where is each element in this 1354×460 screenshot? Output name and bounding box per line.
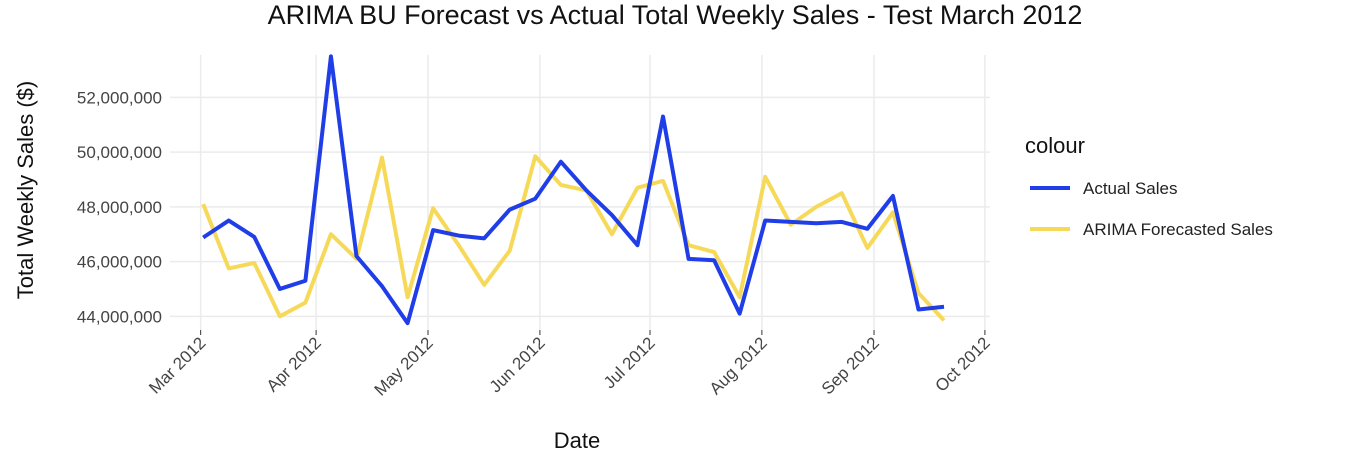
y-tick-label: 46,000,000 bbox=[77, 253, 162, 272]
x-tick-label: Mar 2012 bbox=[145, 333, 209, 397]
series-line bbox=[201, 154, 946, 322]
legend-label: ARIMA Forecasted Sales bbox=[1083, 220, 1273, 239]
y-tick-label: 48,000,000 bbox=[77, 198, 162, 217]
x-axis-title: Date bbox=[554, 428, 600, 453]
x-tick-label: May 2012 bbox=[371, 333, 437, 399]
y-tick-label: 44,000,000 bbox=[77, 307, 162, 326]
x-tick-label: Aug 2012 bbox=[706, 333, 771, 398]
legend-title: colour bbox=[1025, 133, 1085, 158]
legend-label: Actual Sales bbox=[1083, 179, 1178, 198]
x-tick-label: Jul 2012 bbox=[600, 333, 659, 392]
x-tick-label: Sep 2012 bbox=[818, 333, 883, 398]
x-tick-label: Jun 2012 bbox=[486, 333, 549, 396]
x-tick-label: Oct 2012 bbox=[931, 333, 993, 395]
x-tick-label: Apr 2012 bbox=[263, 333, 325, 395]
chart-title: ARIMA BU Forecast vs Actual Total Weekly… bbox=[268, 0, 1083, 30]
y-tick-label: 50,000,000 bbox=[77, 143, 162, 162]
y-tick-label: 52,000,000 bbox=[77, 88, 162, 107]
series-line bbox=[202, 54, 945, 326]
y-axis-title: Total Weekly Sales ($) bbox=[13, 81, 38, 299]
